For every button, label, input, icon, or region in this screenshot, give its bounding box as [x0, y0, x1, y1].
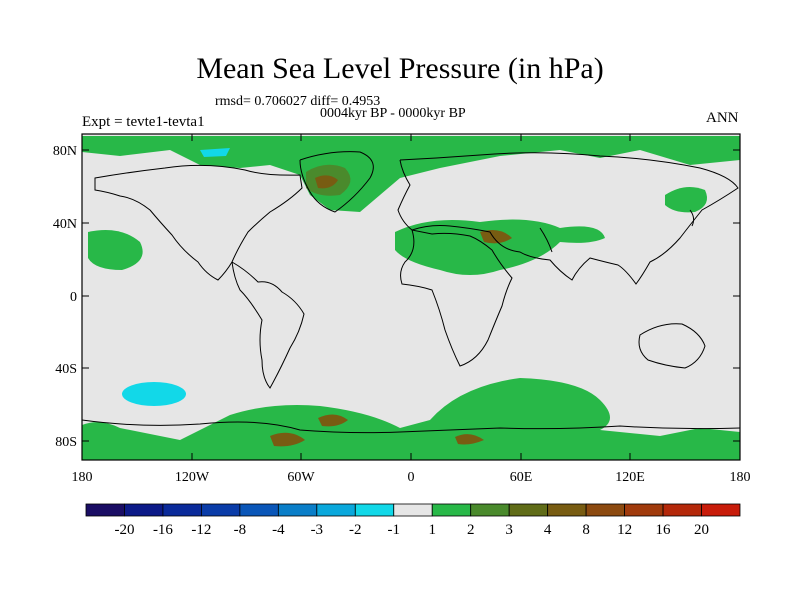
colorbar-swatch [393, 503, 433, 517]
colorbar-swatch [162, 503, 202, 517]
map-background [82, 134, 740, 460]
lon-label: 180 [730, 470, 751, 485]
colorbar-swatch [662, 503, 702, 517]
lon-label: 120W [175, 470, 210, 485]
colorbar-swatch [124, 503, 164, 517]
lon-label: 60E [510, 470, 533, 485]
lon-label: 0 [408, 470, 415, 485]
lat-label: 40S [55, 362, 77, 377]
colorbar-swatch [239, 503, 279, 517]
colorbar-swatch [470, 503, 510, 517]
colorbar-swatch [277, 503, 318, 517]
mideast-peak-anomaly [480, 230, 512, 244]
colorbar-swatch [316, 503, 356, 517]
colorbar-label: -20 [114, 522, 134, 538]
period-label: 0004kyr BP - 0000kyr BP [320, 106, 466, 121]
antarctic-peak-anomaly-1 [270, 432, 305, 447]
south-pacific-negative-anomaly [122, 382, 186, 406]
north-pacific-positive-anomaly [88, 229, 143, 270]
colorbar-label: -4 [272, 522, 285, 538]
colorbar-label: -8 [234, 522, 247, 538]
colorbar-swatch [431, 503, 472, 517]
colorbar-swatch [585, 503, 625, 517]
arctic-negative-anomaly [200, 148, 230, 157]
antarctic-peak-anomaly-2 [318, 414, 348, 427]
lat-label: 40N [53, 217, 77, 232]
east-asia-positive-anomaly [665, 186, 708, 213]
antarctic-peak-anomaly-3 [455, 434, 484, 445]
colorbar [85, 503, 741, 517]
colorbar-label: -2 [349, 522, 362, 538]
colorbar-swatch [354, 503, 395, 517]
colorbar-label: 2 [467, 522, 475, 538]
colorbar-label: 12 [617, 522, 632, 538]
colorbar-label: 20 [694, 522, 709, 538]
colorbar-label: 1 [428, 522, 436, 538]
colorbar-labels: -20 -16 -12 -8 -4 -3 -2 -1 1 2 3 4 8 12 16 20 [114, 522, 709, 538]
lat-label: 80S [55, 435, 77, 450]
colorbar-swatch [508, 503, 549, 517]
colorbar-swatch [547, 503, 587, 517]
colorbar-label: 3 [505, 522, 513, 538]
lat-label: 80N [53, 144, 77, 159]
colorbar-label: -3 [311, 522, 324, 538]
lon-label: 60W [287, 470, 315, 485]
colorbar-label: -12 [191, 522, 211, 538]
lat-label: 0 [70, 290, 77, 305]
season-label: ANN [706, 110, 739, 126]
lon-ticks [81, 134, 741, 460]
greenland-peak-anomaly [315, 175, 338, 189]
lon-label: 120E [615, 470, 645, 485]
lon-label: 180 [72, 470, 93, 485]
colorbar-label: 8 [582, 522, 590, 538]
coastlines [82, 151, 740, 434]
lat-labels: 80N 40N 0 40S 80S [53, 144, 77, 450]
colorbar-label: -16 [153, 522, 173, 538]
arctic-positive-anomaly [82, 136, 740, 212]
southern-ocean-positive-anomaly [82, 378, 740, 460]
colorbar-swatch [201, 503, 241, 517]
anomaly-fields [82, 136, 740, 460]
colorbar-label: 16 [656, 522, 672, 538]
stats-line: rmsd= 0.706027 diff= 0.4953 [215, 94, 381, 109]
lat-ticks [82, 149, 740, 442]
experiment-label: Expt = tevte1-tevta1 [82, 114, 205, 130]
colorbar-label: -1 [388, 522, 401, 538]
colorbar-swatch [624, 503, 664, 517]
map-title: Mean Sea Level Pressure (in hPa) [196, 52, 604, 85]
colorbar-swatch [85, 503, 125, 517]
lon-labels: 180 120W 60W 0 60E 120E 180 [72, 470, 751, 485]
colorbar-label: 4 [544, 522, 552, 538]
colorbar-swatch [701, 503, 741, 517]
